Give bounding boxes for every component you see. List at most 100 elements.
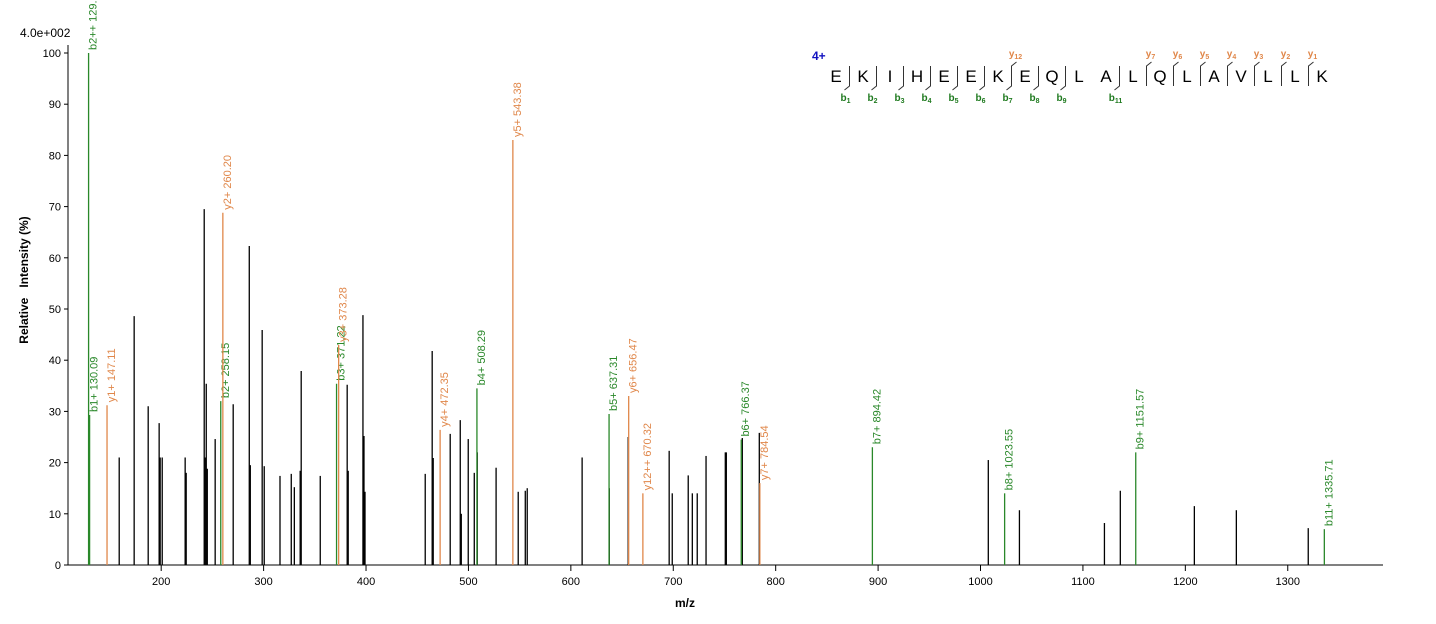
peak-label: y1+ 147.11 <box>106 348 118 402</box>
y-tick-label: 50 <box>49 304 61 316</box>
ion-letter: b <box>1002 93 1008 104</box>
y-axis-label: Relative Intensity (%) <box>17 216 31 343</box>
residue: H <box>911 67 923 86</box>
ion-index: 1 <box>1313 54 1317 61</box>
b-bracket <box>925 66 931 91</box>
y-tick-label: 60 <box>49 253 61 265</box>
scale-label: 4.0e+002 <box>20 26 71 40</box>
ion-letter: b <box>921 93 927 104</box>
x-tick-label: 500 <box>459 576 477 588</box>
y-tick-label: 40 <box>49 355 61 367</box>
ion-index: 8 <box>1036 98 1040 105</box>
ion-index: 9 <box>1063 98 1067 105</box>
ion-letter: b <box>1109 93 1115 104</box>
residue: I <box>888 67 893 86</box>
ion-letter: b <box>975 93 981 104</box>
peak-label: b2++ 129.10 <box>88 0 100 50</box>
x-tick-label: 900 <box>869 576 887 588</box>
ion-index: 2 <box>1286 54 1290 61</box>
y-bracket <box>1146 61 1152 86</box>
x-tick-label: 1100 <box>1071 576 1095 588</box>
b-ion-label: b11 <box>1109 93 1123 105</box>
ion-index: 5 <box>1205 54 1209 61</box>
ion-letter: b <box>1056 93 1062 104</box>
ion-index: 6 <box>1178 54 1182 61</box>
ion-index: 3 <box>901 98 905 105</box>
ion-letter: y <box>1254 49 1260 60</box>
ion-index: 6 <box>982 98 986 105</box>
residue: E <box>938 67 949 86</box>
y-bracket <box>1011 61 1017 86</box>
residue: L <box>1290 67 1299 86</box>
y-tick-label: 90 <box>49 99 61 111</box>
ion-letter: y <box>1281 49 1287 60</box>
y-ion-label: y1 <box>1308 49 1318 61</box>
y-ion-label: y7 <box>1146 49 1156 61</box>
y-tick-label: 20 <box>49 458 61 470</box>
y-tick-label: 100 <box>43 48 61 60</box>
y-tick-label: 0 <box>55 560 61 572</box>
b-ion-label: b9 <box>1056 93 1066 105</box>
y-ion-label: y6 <box>1173 49 1183 61</box>
x-tick-label: 400 <box>357 576 375 588</box>
peak-label: y4+ 472.35 <box>439 372 451 427</box>
y-tick-label: 80 <box>49 150 61 162</box>
peak-label: y6+ 656.47 <box>628 338 640 393</box>
ion-index: 4 <box>928 98 932 105</box>
ion-index: 7 <box>1009 98 1013 105</box>
ion-letter: b <box>867 93 873 104</box>
residue: A <box>1208 67 1220 86</box>
x-tick-label: 600 <box>562 576 580 588</box>
ion-letter: b <box>840 93 846 104</box>
peak-label: b8+ 1023.55 <box>1004 429 1016 490</box>
y-tick-label: 10 <box>49 509 61 521</box>
ion-letter: y <box>1200 49 1206 60</box>
peak-label: y2+ 260.20 <box>222 155 234 210</box>
peak-label: b5+ 637.31 <box>608 356 620 411</box>
b-ion-label: b4 <box>921 93 931 105</box>
residue: E <box>1019 67 1030 86</box>
peak-label: b11+ 1335.71 <box>1323 459 1335 526</box>
x-axis-label: m/z <box>675 596 695 610</box>
ion-index: 4 <box>1232 54 1236 61</box>
b-ion-label: b2 <box>867 93 877 105</box>
x-tick-label: 1300 <box>1276 576 1300 588</box>
residue: K <box>992 67 1004 86</box>
b-bracket <box>1114 66 1120 91</box>
y-tick-label: 70 <box>49 202 61 214</box>
y-bracket <box>1254 61 1260 86</box>
y-bracket <box>1227 61 1233 86</box>
b-ion-label: b5 <box>948 93 958 105</box>
ion-letter: y <box>1009 49 1015 60</box>
y-bracket <box>1281 61 1287 86</box>
b-bracket <box>871 66 877 91</box>
b-ion-label: b6 <box>975 93 985 105</box>
residue: E <box>830 67 841 86</box>
b-bracket <box>844 66 850 91</box>
residue: L <box>1128 67 1137 86</box>
y-bracket <box>1308 61 1314 86</box>
b-ion-label: b8 <box>1029 93 1039 105</box>
ion-index: 1 <box>847 98 851 105</box>
residue: L <box>1074 67 1083 86</box>
peak-label: b7+ 894.42 <box>871 389 883 444</box>
x-tick-label: 1000 <box>968 576 992 588</box>
y-ion-label: y4 <box>1227 49 1237 61</box>
residue: K <box>1316 67 1328 86</box>
ion-letter: b <box>1029 93 1035 104</box>
y-ion-label: y12 <box>1009 49 1022 61</box>
b-bracket <box>898 66 904 91</box>
b-ion-label: b7 <box>1002 93 1012 105</box>
residue: K <box>857 67 869 86</box>
ion-index: 12 <box>1014 54 1022 61</box>
residue: E <box>965 67 976 86</box>
ion-letter: b <box>894 93 900 104</box>
x-tick-label: 300 <box>254 576 272 588</box>
y-ion-label: y2 <box>1281 49 1291 61</box>
x-tick-label: 800 <box>767 576 785 588</box>
peak-label: b2+ 258.15 <box>220 343 232 398</box>
residue: Q <box>1045 67 1058 86</box>
ion-letter: y <box>1227 49 1233 60</box>
y-ion-label: y5 <box>1200 49 1210 61</box>
peak-label: b9+ 1151.57 <box>1135 389 1147 450</box>
